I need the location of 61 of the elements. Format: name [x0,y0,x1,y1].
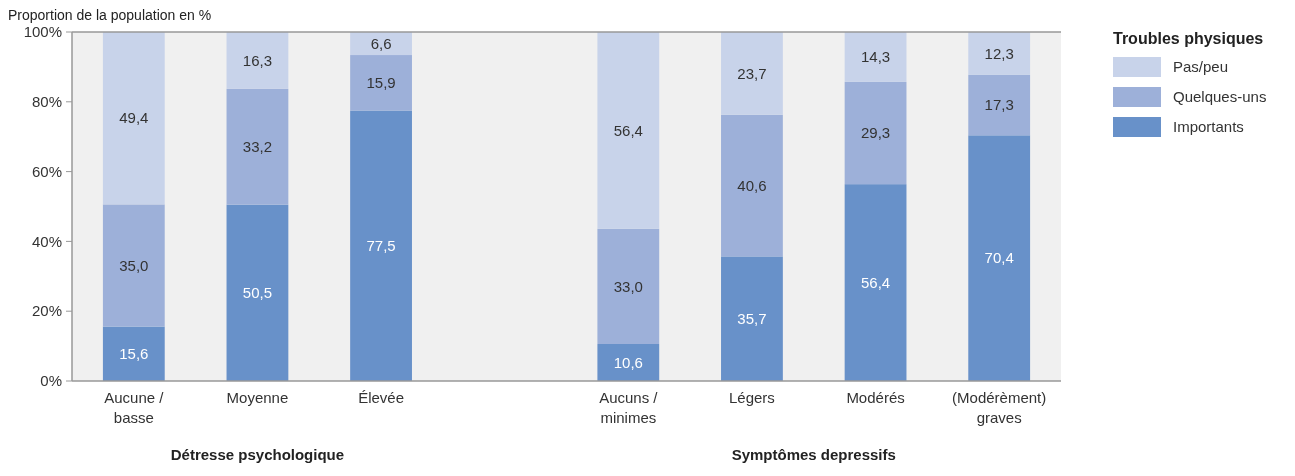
bar [102,204,165,327]
bar [844,32,907,82]
x-tick-label: Légers [729,389,775,406]
data-label: 17,3 [984,96,1014,114]
bar [350,110,412,381]
data-label: 40,6 [737,176,767,194]
data-label: 15,9 [366,74,396,92]
data-label: 23,7 [737,64,767,82]
bar [102,32,165,205]
legend-label: Quelques-uns [1173,88,1267,106]
bar [721,114,783,257]
x-tick-label: (Modérèment) graves [952,389,1047,426]
y-tick-label: 40% [31,232,62,250]
bar [597,32,660,229]
text: Symptômes depressifs [731,446,896,463]
x-tick-label: Aucune / basse [104,389,165,426]
y-tick-label: 100% [23,23,62,41]
data-label: 6,6 [370,34,392,52]
x-tick-label: Aucuns / minimes [599,389,659,426]
data-label: 35,7 [737,309,767,327]
bar [968,135,1031,381]
bar [597,344,660,381]
bar [226,204,289,381]
data-label: 49,4 [119,109,149,127]
bar [226,88,289,205]
data-label: 35,0 [119,256,149,274]
legend-title: Troubles physiques [1113,30,1264,47]
y-tick-label: 80% [31,93,62,111]
legend-label: Pas/peu [1173,58,1229,76]
data-label: 33,2 [242,138,273,156]
data-label: 14,3 [860,48,891,66]
x-tick-label: Moyenne [226,389,289,406]
x-tick-label: Modérés [846,389,905,406]
bar [844,184,907,381]
bar [844,81,907,185]
bar [721,256,783,381]
bar [102,326,165,381]
data-label: 56,4 [613,121,643,139]
y-tick-label: 60% [31,162,62,180]
data-label: 10,6 [613,353,643,371]
bar [968,74,1031,136]
data-label: 15,6 [119,345,149,363]
data-label: 29,3 [860,124,891,142]
y-tick-label: 0% [40,372,62,390]
bar [597,228,660,345]
data-label: 56,4 [860,273,891,291]
y-tick-label: 20% [31,302,62,320]
data-label: 77,5 [366,237,396,255]
data-label: 50,5 [242,284,273,302]
bar [226,32,289,89]
y-axis-title: Proportion de la population en % [8,7,212,23]
x-tick-label: Élevée [358,389,404,406]
bar [350,55,412,111]
data-label: 16,3 [242,51,273,69]
data-label: 70,4 [984,249,1014,267]
legend-label: Importants [1173,118,1244,136]
bar [968,32,1031,75]
bar [721,32,783,115]
data-label: 12,3 [984,44,1014,62]
data-label: 33,0 [613,277,643,295]
text: Détresse psychologique [170,446,345,463]
